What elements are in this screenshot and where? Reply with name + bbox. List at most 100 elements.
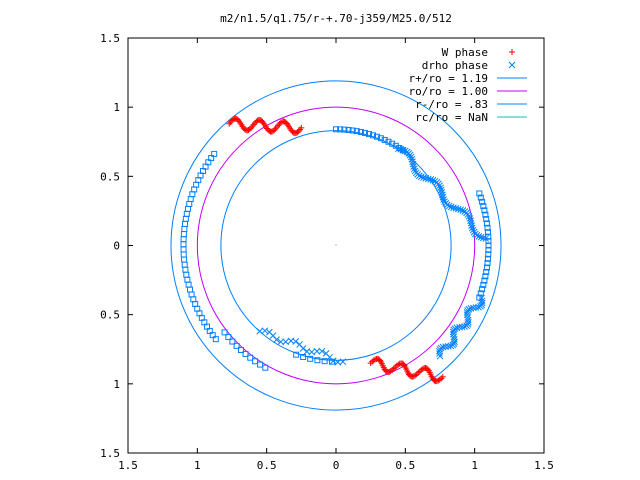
- drho-phase-point: [420, 174, 427, 181]
- y-tick-label: 1: [113, 378, 120, 391]
- squares-point: [221, 329, 228, 336]
- squares-point: [485, 246, 492, 253]
- squares-point: [357, 128, 364, 135]
- squares-point: [183, 271, 190, 278]
- drho-phase-point: [410, 163, 417, 170]
- legend-label: r+/ro = 1.19: [409, 72, 488, 85]
- drho-phase-point: [439, 193, 447, 201]
- x-tick-label: 1.5: [534, 459, 554, 472]
- drho-phase-point: [406, 151, 414, 159]
- drho-phase-point: [422, 174, 430, 182]
- drho-phase-point: [465, 305, 473, 313]
- x-tick-label: 0.5: [395, 459, 415, 472]
- squares-point: [181, 261, 188, 268]
- squares-point: [328, 358, 335, 365]
- w-phase-point: [424, 366, 431, 373]
- squares-point: [314, 357, 321, 364]
- squares-point: [209, 332, 216, 339]
- w-phase-point: [294, 129, 301, 136]
- drho-phase-point: [447, 203, 455, 211]
- drho-phase-point: [454, 205, 462, 213]
- squares-point: [481, 277, 488, 284]
- squares-point: [476, 294, 483, 301]
- squares-point: [247, 354, 254, 361]
- w-phase-point: [246, 126, 253, 133]
- y-tick-label: 1.5: [100, 32, 120, 45]
- squares-point: [182, 220, 189, 227]
- squares-point: [187, 286, 194, 293]
- squares-point: [212, 336, 219, 343]
- squares-point: [399, 147, 406, 154]
- drho-phase-point: [472, 304, 480, 311]
- legend-label: rc/ro = NaN: [415, 111, 488, 124]
- squares-point: [353, 128, 360, 135]
- squares-point: [480, 203, 487, 210]
- squares-point: [180, 251, 187, 258]
- drho-phase-point: [410, 165, 418, 173]
- squares-point: [345, 126, 352, 133]
- drho-phase-point: [318, 347, 326, 355]
- circle-ro-ro-1-00: [196, 106, 476, 385]
- squares-point: [482, 211, 489, 218]
- drho-phase-point: [450, 204, 457, 212]
- drho-phase-point: [475, 233, 483, 240]
- drho-phase-point: [427, 176, 435, 183]
- w-phase-point: [439, 373, 446, 380]
- x-tick-label: 1: [471, 459, 478, 472]
- squares-point: [373, 133, 380, 140]
- squares-point: [300, 353, 307, 360]
- drho-phase-point: [313, 347, 321, 355]
- w-phase-point: [415, 369, 422, 376]
- w-phase-point: [367, 360, 374, 367]
- drho-phase-point: [469, 226, 477, 234]
- x-tick-label: 1: [194, 459, 201, 472]
- drho-phase-point: [273, 336, 280, 343]
- squares-point: [479, 286, 486, 293]
- drho-phase-point: [299, 345, 307, 352]
- y-tick-label: 0.5: [100, 170, 120, 183]
- drho-phase-point: [452, 205, 460, 212]
- drho-phase-point: [407, 153, 415, 161]
- squares-point: [180, 231, 187, 238]
- squares-point: [307, 355, 314, 362]
- squares-point: [180, 241, 187, 248]
- squares-point: [483, 268, 490, 275]
- w-phase-point: [298, 124, 305, 131]
- squares-point: [180, 246, 187, 253]
- w-phase-point: [387, 368, 394, 375]
- x-tick-label: 1.5: [118, 459, 138, 472]
- squares-point: [366, 131, 373, 138]
- legend-label: drho phase: [422, 59, 488, 72]
- squares-point: [333, 126, 339, 133]
- drho-phase-point: [478, 297, 486, 305]
- squares-point: [293, 351, 300, 358]
- legend-label: W phase: [442, 46, 488, 59]
- center-dot: [335, 244, 337, 246]
- w-phase-point: [227, 119, 234, 126]
- squares-point: [477, 194, 484, 201]
- squares-point: [483, 216, 490, 223]
- drho-phase-point: [417, 173, 425, 181]
- legend-marker-cross: [508, 61, 516, 69]
- w-phase-point: [412, 372, 419, 379]
- w-phase-point: [295, 128, 302, 135]
- squares-point: [184, 205, 191, 212]
- squares-point: [482, 273, 489, 280]
- squares-point: [484, 260, 491, 267]
- drho-phase-point: [308, 348, 316, 356]
- squares-point: [485, 238, 492, 245]
- squares-point: [337, 126, 344, 133]
- squares-point: [180, 236, 187, 243]
- drho-phase-point: [440, 196, 447, 203]
- legend-label: r-/ro = .83: [415, 98, 488, 111]
- squares-point: [181, 225, 188, 232]
- squares-point: [185, 281, 192, 288]
- w-phase-point: [259, 118, 266, 125]
- squares-point: [483, 220, 490, 227]
- squares-point: [481, 207, 488, 214]
- drho-phase-point: [459, 207, 467, 214]
- drho-phase-point: [468, 222, 476, 229]
- w-phase-point: [235, 116, 242, 123]
- drho-phase-point: [473, 231, 481, 239]
